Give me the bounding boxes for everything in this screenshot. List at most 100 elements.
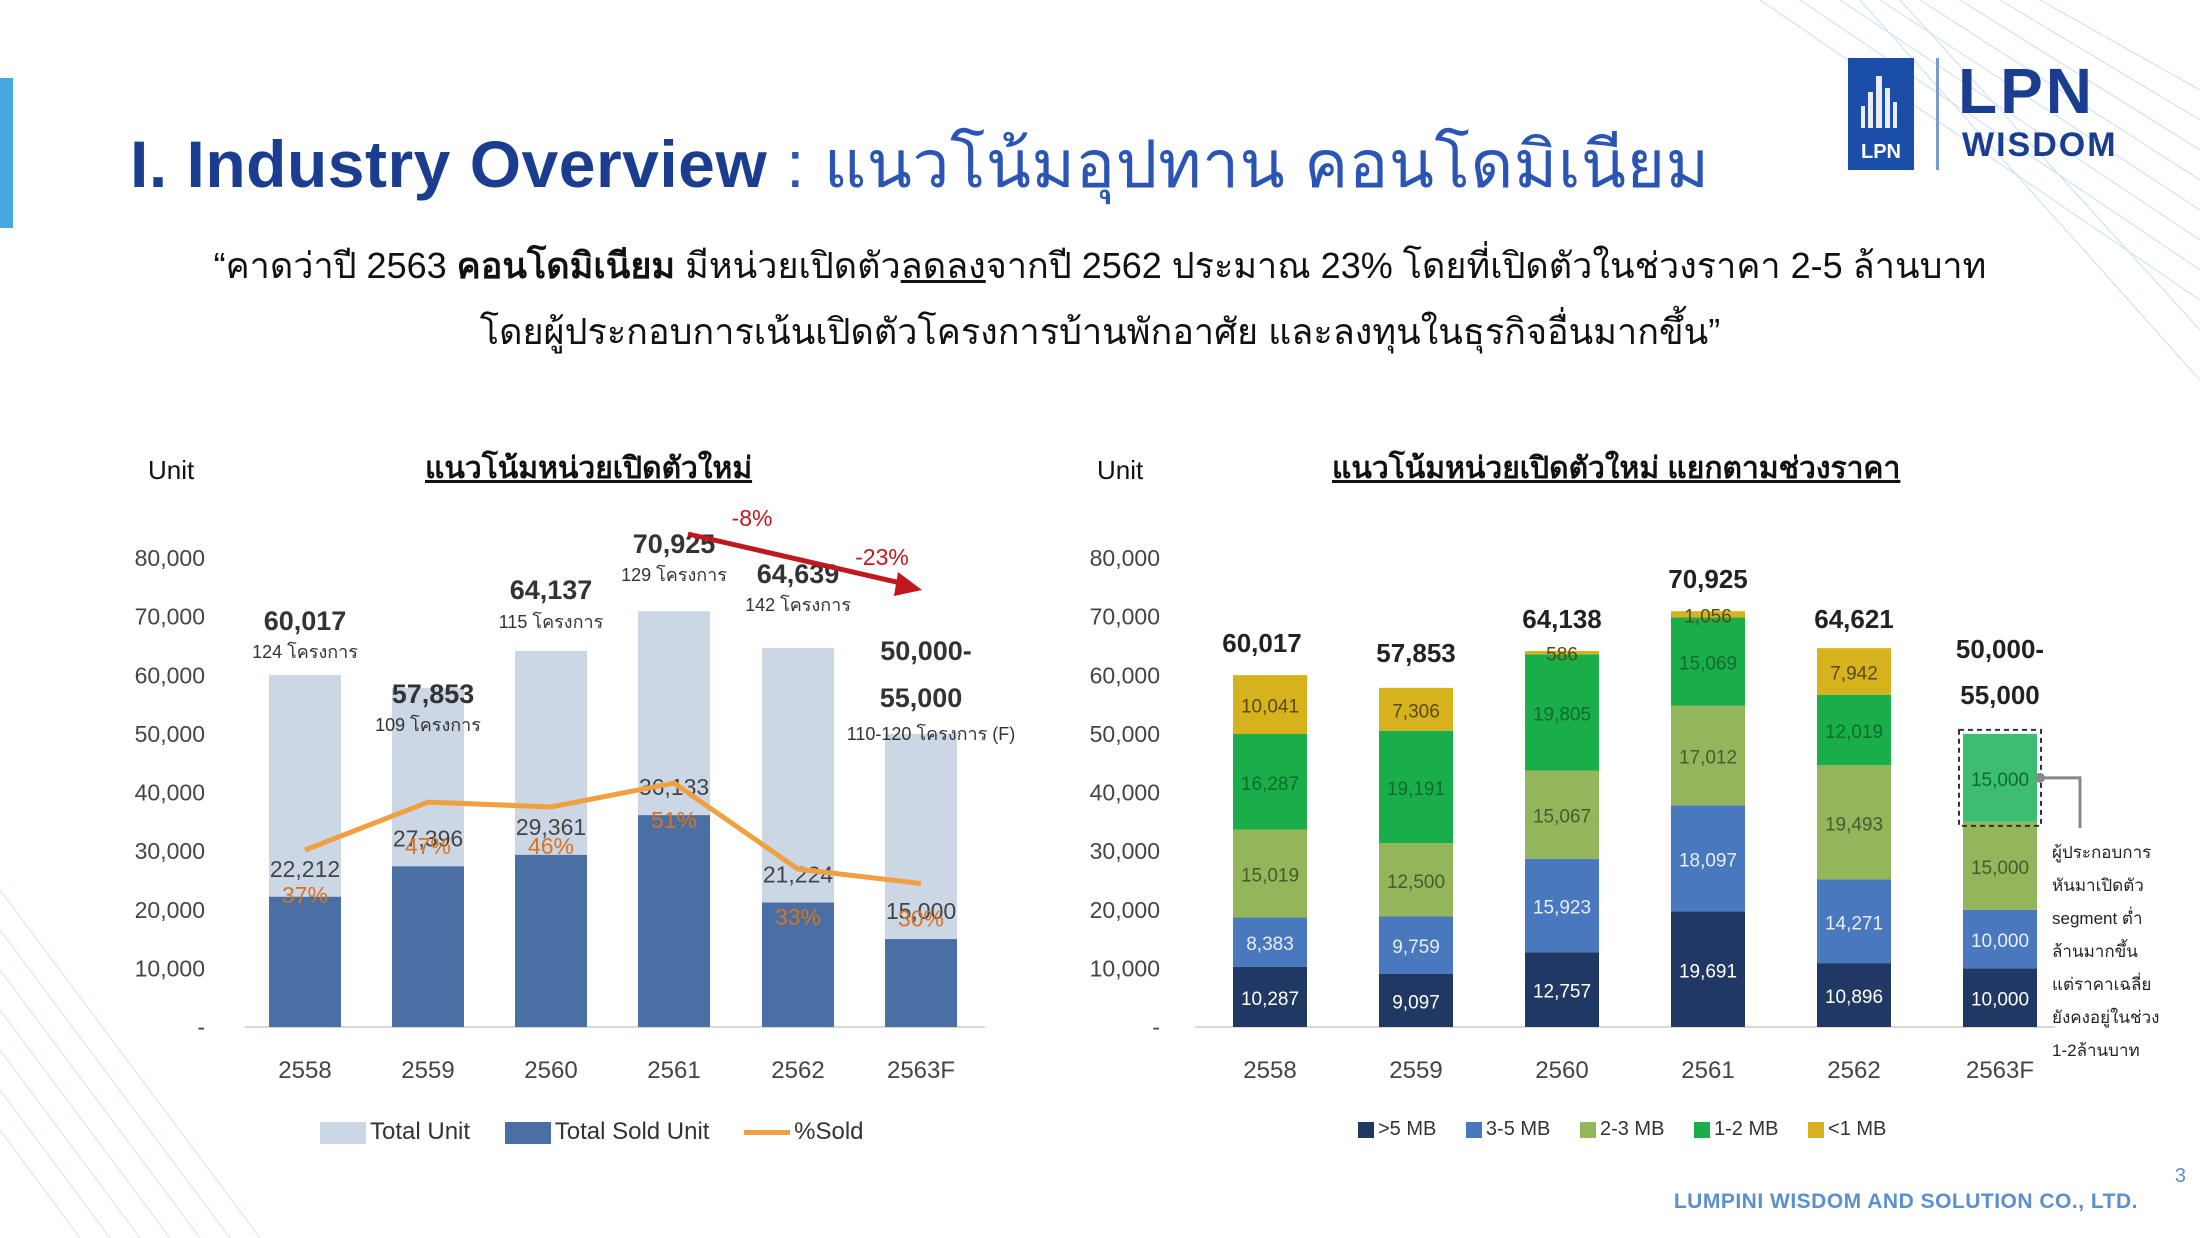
chart2-total-label: 64,138: [1522, 604, 1602, 634]
chart1-sold-label: 27,396: [393, 825, 463, 851]
chart2-segment-23mb: [1233, 829, 1307, 918]
chart2-segment-23mb: [1379, 843, 1453, 917]
page-number: 3: [2174, 1165, 2186, 1187]
chart1-pct-label: 46%: [528, 833, 574, 859]
chart2-ytick: 80,000: [1090, 545, 1160, 571]
chart2-segment-35mb: [1671, 805, 1745, 912]
chart1-trend-arrowhead: [894, 572, 922, 596]
title-main: I. Industry Overview: [130, 127, 768, 201]
chart2-xtick: 2561: [1681, 1057, 1734, 1084]
chart2-segment-5mb: [1525, 952, 1599, 1027]
legend-total-unit-swatch: [320, 1121, 366, 1144]
chart2-segment-label: 15,069: [1679, 654, 1737, 675]
chart2-ytick: 40,000: [1090, 780, 1160, 806]
chart2-segment-label: 17,012: [1679, 748, 1737, 769]
chart2-segment-label: 9,759: [1392, 937, 1440, 958]
legend-23: 2-3 MB: [1599, 1118, 1665, 1140]
legend-lt1: <1 MB: [1828, 1118, 1887, 1140]
quote-line1-a: “คาดว่าปี 2563: [213, 245, 457, 286]
chart1-pct-label: 47%: [405, 833, 451, 859]
chart1-ytick: 80,000: [135, 545, 205, 571]
chart2-callout-dot: [2035, 772, 2045, 783]
chart1-sold-bar: [885, 939, 957, 1027]
quote-line1-underline: ลดลง: [900, 245, 986, 286]
chart2-segment-label: 15,067: [1533, 807, 1591, 828]
chart2-segment-label: 8,383: [1246, 934, 1294, 955]
chart1-project-label: 124 โครงการ: [252, 641, 358, 662]
chart1-pct-label: 30%: [898, 905, 944, 931]
chart1-sold-label: 15,000: [886, 898, 956, 924]
chart2-segment-label: 10,287: [1241, 989, 1299, 1010]
chart2-segment-label: 7,306: [1392, 701, 1440, 722]
chart1-ylabel: Unit: [148, 455, 195, 485]
title-separator: :: [767, 127, 824, 201]
chart2-segment-1mb: [1525, 650, 1599, 655]
chart1-title: แนวโน้มหน่วยเปิดตัวใหม่: [425, 452, 753, 485]
chart1-total-label: 64,137: [510, 575, 593, 605]
legend-23-swatch: [1579, 1121, 1596, 1138]
legend-35-swatch: [1465, 1121, 1482, 1138]
chart1-total-label: 60,017: [264, 606, 347, 636]
chart2-segment-1mb: [1817, 648, 1891, 695]
legend-35: 3-5 MB: [1485, 1118, 1551, 1140]
legend-gt5-swatch: [1358, 1121, 1374, 1138]
quote-line-1: “คาดว่าปี 2563 คอนโดมิเนียม มีหน่วยเปิดต…: [0, 237, 2200, 294]
chart2-segment-label: 12,757: [1533, 982, 1591, 1003]
title-sub: แนวโน้มอุปทาน คอนโดมิเนียม: [823, 127, 1710, 201]
quote-line1-c: จากปี 2562 ประมาณ 23% โดยที่เปิดตัวในช่ว…: [985, 245, 1987, 286]
chart2-segment-label: 10,896: [1825, 987, 1883, 1008]
legend-pct-sold-swatch: [744, 1130, 791, 1136]
corner-lines-bottom-left: [0, 889, 261, 1238]
chart1-sold-bar: [762, 902, 834, 1027]
chart2-segment-label: 10,000: [1971, 931, 2029, 952]
chart1-total-label: 57,853: [392, 679, 475, 709]
chart1-total-label-2: 55,000: [880, 683, 963, 713]
chart1-annotation-8pct: -8%: [732, 505, 773, 531]
chart2-segment-5mb: [1963, 968, 2037, 1027]
chart1-xtick: 2559: [401, 1057, 454, 1084]
chart2-segment-35mb: [1233, 917, 1307, 967]
chart1-ytick: 50,000: [135, 721, 205, 747]
chart2-segment-label: 19,191: [1387, 779, 1445, 800]
chart2-segment-5mb: [1671, 911, 1745, 1027]
chart2-segment-23mb: [1817, 765, 1891, 880]
chart2-ylabel: Unit: [1097, 455, 1144, 485]
legend-total-sold: Total Sold Unit: [554, 1118, 710, 1145]
chart1-sold-bar: [392, 866, 464, 1027]
logo-name-wisdom: WISDOM: [1962, 126, 2118, 164]
legend-12: 1-2 MB: [1713, 1118, 1779, 1140]
chart2-legend: >5 MB 3-5 MB 2-3 MB 1-2 MB <1 MB: [1358, 1118, 1886, 1141]
chart2-segment-23mb: [1525, 770, 1599, 859]
chart1-pct-label: 51%: [651, 807, 697, 833]
legend-12-swatch: [1693, 1121, 1710, 1138]
chart2-ytick: 30,000: [1090, 838, 1160, 864]
chart1-project-label: 109 โครงการ: [375, 714, 481, 735]
chart2-segment-5mb: [1379, 973, 1453, 1027]
footer-company: LUMPINI WISDOM AND SOLUTION CO., LTD.: [1673, 1190, 2138, 1213]
chart2-segment-23mb: [1963, 821, 2037, 910]
chart1-project-label: 142 โครงการ: [745, 594, 851, 615]
chart2-segment-label: 15,000: [1971, 858, 2029, 879]
chart2-total-label: 50,000-: [1956, 634, 2044, 664]
chart2-segment-12mb: [1525, 654, 1599, 771]
chart1-svg: - 10,000 20,000 30,000 40,000 50,000 60,000 70,…: [135, 505, 1016, 1084]
chart2-total-label: 70,925: [1668, 564, 1748, 594]
chart2-segment-label: 1,056: [1684, 606, 1732, 627]
chart2-segment-label: 586: [1546, 645, 1578, 666]
chart1-sold-bar: [638, 815, 710, 1027]
chart2-ytick: 70,000: [1090, 604, 1160, 630]
chart2-ytick: -: [1152, 1014, 1160, 1040]
quote-line1-bold: คอนโดมิเนียม: [456, 245, 676, 286]
left-accent-bar: [0, 78, 13, 228]
chart2-xtick: 2558: [1243, 1057, 1296, 1084]
chart1-pct-label: 37%: [282, 882, 328, 908]
chart2-ytick: 10,000: [1090, 955, 1160, 981]
logo-badge-text: LPN: [1861, 141, 1901, 163]
chart2-segment-label: 14,271: [1825, 913, 1883, 934]
chart1-trend-arrow-line: [687, 531, 906, 587]
legend-lt1-swatch: [1808, 1121, 1825, 1138]
chart2-segment-label: 18,097: [1679, 851, 1737, 872]
chart2-segment-35mb: [1817, 879, 1891, 964]
logo-name-lpn: LPN: [1958, 55, 2095, 127]
